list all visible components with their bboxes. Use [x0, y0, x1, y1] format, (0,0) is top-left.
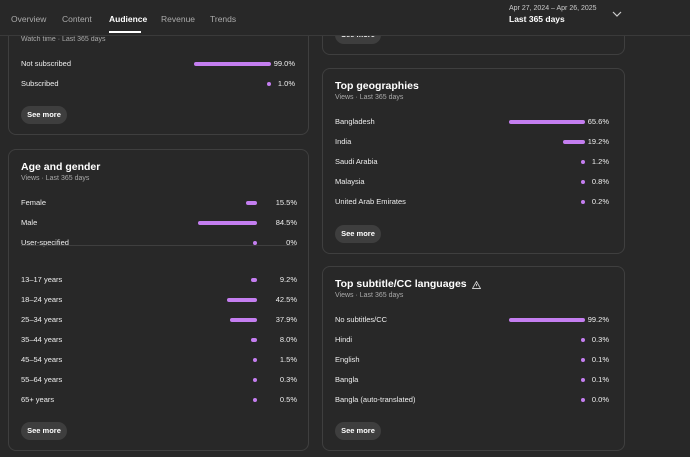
card: Age and gender Views · Last 365 days Femal…	[8, 149, 309, 451]
bar	[250, 278, 257, 282]
value-label: 1.0%	[277, 79, 295, 88]
bar	[581, 180, 585, 184]
row-label: Not subscribed	[21, 59, 72, 68]
bar	[227, 298, 257, 302]
bar	[253, 241, 257, 245]
card-subtitle: Views · Last 365 days	[335, 292, 404, 299]
value-label: 15.5%	[275, 198, 297, 207]
row-label: 18–24 years	[21, 295, 63, 304]
row-label: Bangladesh	[335, 117, 375, 126]
card: Top geographies Views · Last 365 days Bang…	[322, 68, 625, 254]
value-label: 84.5%	[275, 218, 297, 227]
bar	[197, 221, 257, 225]
chevron[interactable]	[612, 10, 622, 18]
see-more-button[interactable]: See more	[335, 225, 381, 243]
row-label: Bangla	[335, 375, 359, 384]
value-label: 0%	[286, 238, 297, 247]
row-label: 55–64 years	[21, 375, 63, 384]
row-label: 13–17 years	[21, 275, 63, 284]
row-label: Bangla (auto-translated)	[335, 395, 416, 404]
tab[interactable]: Content	[62, 14, 92, 24]
bar	[253, 398, 257, 402]
bar	[562, 140, 585, 144]
bar	[246, 201, 257, 205]
value-label: 9.2%	[279, 275, 297, 284]
see-more-button[interactable]: See more	[21, 106, 67, 124]
bar	[508, 318, 585, 322]
bar	[230, 318, 257, 322]
bar	[581, 358, 585, 362]
row-label: Saudi Arabia	[335, 157, 378, 166]
bar	[581, 200, 585, 204]
bar	[267, 82, 271, 86]
value-label: 0.3%	[279, 375, 297, 384]
row-label: 65+ years	[21, 395, 55, 404]
row-label: Subscribed	[21, 79, 59, 88]
row-label: User-specified	[21, 238, 69, 247]
tab[interactable]: Trends	[210, 14, 237, 24]
value-label: 42.5%	[275, 295, 297, 304]
date-range[interactable]: Apr 27, 2024 – Apr 26, 2025	[509, 5, 597, 12]
value-label: 0.3%	[591, 335, 609, 344]
row-label: No subtitles/CC	[335, 315, 388, 324]
row-label: English	[335, 355, 360, 364]
value-label: 1.2%	[591, 157, 609, 166]
row-label: Male	[21, 218, 38, 227]
tab[interactable]: Revenue	[161, 14, 196, 24]
row-label: Malaysia	[335, 177, 365, 186]
bar	[253, 358, 257, 362]
card: Watch time · Last 365 days Not subscribed…	[8, 0, 309, 135]
card-subtitle: Watch time · Last 365 days	[21, 36, 106, 43]
bar	[581, 338, 585, 342]
bar	[193, 62, 271, 66]
value-label: 0.1%	[591, 375, 609, 384]
value-label: 0.0%	[591, 395, 609, 404]
value-label: 0.1%	[591, 355, 609, 364]
bar	[581, 160, 585, 164]
row-label: Female	[21, 198, 47, 207]
card-subtitle: Views · Last 365 days	[335, 94, 404, 101]
tab[interactable]: Overview	[11, 14, 47, 24]
bar	[508, 120, 585, 124]
period[interactable]: Last 365 days	[509, 14, 565, 24]
value-label: 37.9%	[275, 315, 297, 324]
warning-icon	[472, 281, 481, 289]
tab-bar: Apr 27, 2024 – Apr 26, 2025 Last 365 day…	[0, 0, 690, 36]
see-more-button[interactable]: See more	[21, 422, 67, 440]
card-title: Top geographies	[335, 80, 419, 92]
value-label: 99.2%	[587, 315, 609, 324]
card-title: Age and gender	[21, 161, 101, 173]
divider	[21, 245, 296, 246]
value-label: 0.5%	[279, 395, 297, 404]
value-label: 0.2%	[591, 197, 609, 206]
bar	[581, 378, 585, 382]
value-label: 99.0%	[273, 59, 295, 68]
value-label: 8.0%	[279, 335, 297, 344]
row-label: 25–34 years	[21, 315, 63, 324]
value-label: 19.2%	[587, 137, 609, 146]
tab[interactable]: Audience	[109, 14, 148, 24]
value-label: 65.6%	[587, 117, 609, 126]
bar	[581, 398, 585, 402]
value-label: 0.8%	[591, 177, 609, 186]
bar	[253, 378, 257, 382]
bar	[251, 338, 257, 342]
card-subtitle: Views · Last 365 days	[21, 175, 90, 182]
active-underline	[109, 31, 141, 33]
row-label: Hindi	[335, 335, 353, 344]
card-title: Top subtitle/CC languages	[335, 278, 467, 290]
value-label: 1.5%	[279, 355, 297, 364]
row-label: United Arab Emirates	[335, 197, 406, 206]
row-label: 35–44 years	[21, 335, 63, 344]
card: Top subtitle/CC languages Views · Last 36…	[322, 266, 625, 451]
row-label: India	[335, 137, 352, 146]
see-more-button[interactable]: See more	[335, 422, 381, 440]
row-label: 45–54 years	[21, 355, 63, 364]
